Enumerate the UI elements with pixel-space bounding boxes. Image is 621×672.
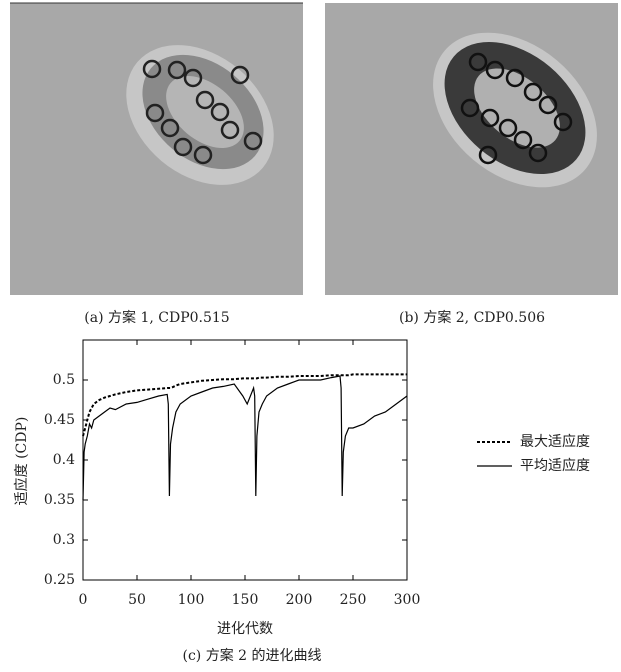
y-tick-label: 0.45	[44, 412, 75, 428]
x-tick-label: 100	[178, 592, 205, 608]
x-tick-label: 250	[340, 592, 367, 608]
x-tick-label: 50	[128, 592, 146, 608]
x-tick-label: 200	[286, 592, 313, 608]
panel-a	[10, 3, 303, 295]
y-tick-label: 0.3	[53, 532, 75, 548]
series-line	[83, 374, 407, 436]
y-tick-label: 0.35	[44, 492, 75, 508]
x-tick-label: 0	[79, 592, 88, 608]
y-tick-label: 0.25	[44, 572, 75, 588]
x-tick-label: 300	[394, 592, 421, 608]
x-axis-label: 进化代数	[217, 621, 273, 637]
x-tick-label: 150	[232, 592, 259, 608]
figure: (a) 方案 1, CDP0.515 (b) 方案 2, CDP0.506 进化…	[0, 0, 621, 668]
caption: (b) 方案 2, CDP0.506	[399, 309, 545, 326]
plot-frame	[83, 340, 407, 580]
y-tick-label: 0.4	[53, 452, 75, 468]
caption: (c) 方案 2 的进化曲线	[182, 647, 321, 664]
legend-label: 平均适应度	[520, 457, 590, 474]
caption: (a) 方案 1, CDP0.515	[84, 309, 229, 326]
y-tick-label: 0.5	[53, 372, 75, 388]
legend-label: 最大适应度	[520, 433, 590, 450]
panel-b	[325, 1, 621, 295]
series-line	[83, 376, 407, 500]
y-axis-label: 适应度 (CDP)	[13, 417, 30, 506]
